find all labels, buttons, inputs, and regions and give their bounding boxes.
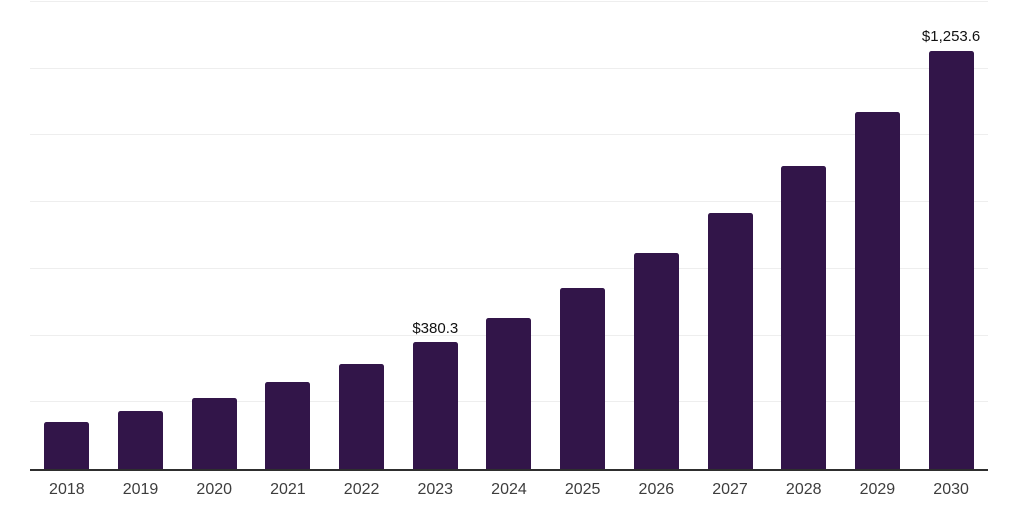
bar: [560, 287, 606, 469]
bar-column: [546, 2, 620, 469]
x-tick-label: 2020: [196, 481, 233, 498]
x-tick-label: 2024: [491, 481, 527, 498]
bar-column: [841, 2, 915, 469]
x-tick-label: 2022: [343, 481, 380, 498]
bar-column: [30, 2, 104, 469]
x-tick-label: 2026: [638, 481, 675, 498]
bar: [339, 363, 385, 469]
bar: [191, 397, 237, 469]
gridline: [30, 67, 988, 69]
x-axis-labels: 2018 2019 2020 2021 2022 2023 2024 2025 2026 2027…: [30, 482, 988, 498]
x-tick-label: 2027: [712, 481, 748, 498]
bar-value-label: $380.3: [412, 319, 459, 337]
bar-column: [693, 2, 767, 469]
bar: [412, 342, 458, 469]
bar-column: [620, 2, 694, 469]
bar: [633, 253, 679, 469]
gridline: [30, 1, 988, 2]
bar: [265, 381, 311, 469]
x-tick-label: 2023: [417, 481, 454, 498]
bar: [486, 317, 532, 469]
gridline: [30, 134, 988, 136]
bar: [118, 411, 164, 469]
gridline: [30, 267, 988, 269]
bar: [781, 166, 827, 469]
x-tick-label: 2018: [49, 481, 85, 498]
plot-area: $380.3 $1,253.6: [30, 1, 988, 471]
x-tick-label: 2025: [564, 481, 601, 498]
bar: [707, 213, 753, 469]
x-tick-label: 2029: [859, 481, 896, 498]
bar-value-label: $1,253.6: [921, 28, 981, 46]
bar: [854, 111, 900, 469]
bar-column: [251, 2, 325, 469]
bar: [928, 50, 974, 469]
bar-column: [472, 2, 546, 469]
x-tick-label: 2030: [933, 481, 969, 498]
bar-column: $380.3: [398, 2, 472, 469]
x-tick-label: 2021: [270, 481, 306, 498]
bar: [44, 421, 90, 469]
bar-column: [177, 2, 251, 469]
bar-column: [325, 2, 399, 469]
bar-column: [767, 2, 841, 469]
x-tick-label: 2028: [785, 481, 822, 498]
bar-column: $1,253.6: [914, 2, 988, 469]
x-tick-label: 2019: [122, 481, 159, 498]
bars-container: $380.3 $1,253.6: [30, 2, 988, 469]
gridline: [30, 201, 988, 203]
bar-column: [104, 2, 178, 469]
